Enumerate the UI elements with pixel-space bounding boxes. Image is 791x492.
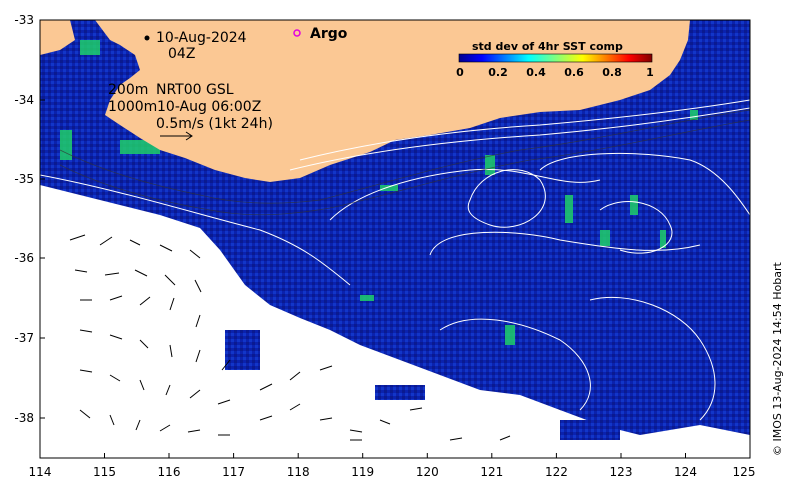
time-label: 04Z xyxy=(168,46,195,62)
colorbar-tick: 0.6 xyxy=(564,66,584,79)
y-tick-label: -37 xyxy=(14,331,34,345)
y-tick-label: -35 xyxy=(14,172,34,186)
velocity-scale-arrow xyxy=(160,131,193,141)
x-tick-label: 117 xyxy=(222,465,245,479)
ocean-patch xyxy=(225,330,260,370)
colorbar-tick: 1 xyxy=(646,66,654,79)
date-label: 10-Aug-2024 xyxy=(156,30,247,46)
colorbar-tick: 0.4 xyxy=(526,66,546,79)
depth-200-label: 200m xyxy=(108,82,148,98)
y-tick-label: -34 xyxy=(14,93,34,107)
x-tick-label: 125 xyxy=(733,465,756,479)
x-tick-label: 118 xyxy=(287,465,310,479)
ocean-field-lower xyxy=(440,300,750,435)
argo-marker-icon xyxy=(293,29,301,37)
credit-label: © IMOS 13-Aug-2024 14:54 Hobart xyxy=(771,262,784,456)
y-tick-label: -33 xyxy=(14,13,34,27)
land-mass-west xyxy=(40,20,75,55)
argo-label: Argo xyxy=(310,26,348,42)
x-tick-label: 124 xyxy=(674,465,697,479)
colorbar-title: std dev of 4hr SST comp xyxy=(472,40,623,53)
depth-1000-label: 1000m xyxy=(108,99,157,115)
y-axis xyxy=(40,19,45,419)
velocity-vectors xyxy=(69,234,511,441)
plot-frame xyxy=(39,19,751,459)
altimetry-contours xyxy=(40,99,750,458)
x-tick-label: 115 xyxy=(93,465,116,479)
colorbar xyxy=(458,53,653,63)
x-tick-label: 119 xyxy=(351,465,374,479)
x-tick-label: 123 xyxy=(610,465,633,479)
x-tick-label: 121 xyxy=(480,465,503,479)
date-marker xyxy=(144,35,150,41)
x-tick-label: 122 xyxy=(545,465,568,479)
colorbar-tick: 0.2 xyxy=(488,66,508,79)
altimetry-label: NRT00 GSL xyxy=(156,82,234,98)
altimetry-time-label: 10-Aug 06:00Z xyxy=(157,99,261,115)
x-tick-label: 120 xyxy=(416,465,439,479)
ocean-patch xyxy=(560,420,620,440)
colorbar-tick: 0 xyxy=(456,66,464,79)
x-tick-label: 114 xyxy=(29,465,52,479)
isobaths xyxy=(59,109,750,216)
velocity-scale-label: 0.5m/s (1kt 24h) xyxy=(156,116,273,132)
colorbar-tick: 0.8 xyxy=(602,66,622,79)
x-axis xyxy=(39,453,751,458)
y-tick-label: -38 xyxy=(14,411,34,425)
x-tick-label: 116 xyxy=(158,465,181,479)
ocean-patch xyxy=(375,385,425,400)
y-tick-label: -36 xyxy=(14,251,34,265)
